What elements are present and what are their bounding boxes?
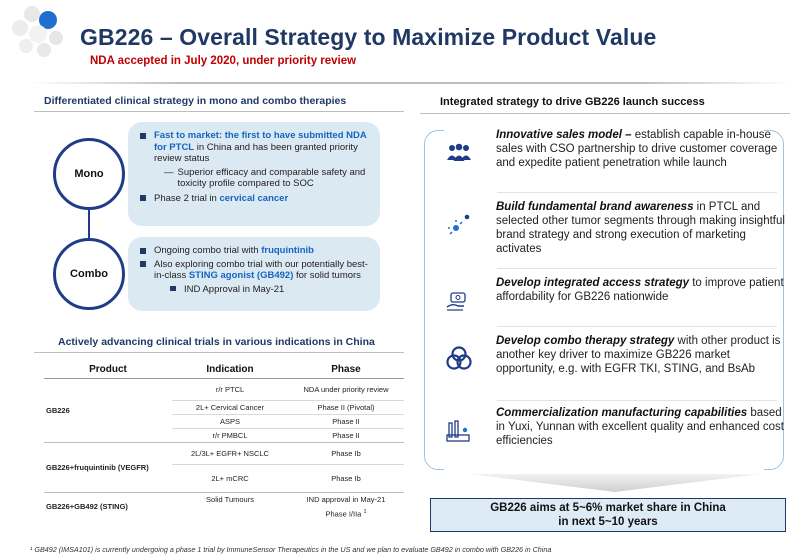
mono-highlight-ptcl: Fast to market: the first to have submit… [154,130,367,153]
company-logo [12,6,63,57]
mono-bullet-2: Phase 2 trial in cervical cancer [140,193,368,205]
combo-panel: Ongoing combo trial with fruquintinib Al… [128,237,380,311]
section-divider [34,111,404,112]
clinical-strategy-heading: Differentiated clinical strategy in mono… [44,95,347,107]
trials-heading: Actively advancing clinical trials in va… [58,336,375,348]
brand-awareness-icon [440,210,478,240]
section-divider [420,113,790,114]
strategy-item-manufacturing: Commercialization manufacturing capabili… [440,406,790,448]
clinical-trials-table: Product Indication Phase GB226 r/r PTCL … [44,362,404,521]
table-row: GB226+fruquintinib (VEGFR) 2L/3L+ EGFR+ … [44,442,404,493]
header-indication: Indication [172,362,288,379]
connector-line [88,210,90,240]
combo-therapy-icon [440,344,478,374]
combo-label: Combo [70,268,108,280]
combo-bullet-2: Also exploring combo trial with our pote… [140,259,368,282]
header-phase: Phase [288,362,404,379]
mono-panel: Fast to market: the first to have submit… [128,122,380,226]
bullet-square-icon [140,261,146,267]
table-row: GB226 r/r PTCL NDA under priority review [44,378,404,443]
down-chevron-icon [470,474,760,492]
mono-dash-item: — Superior efficacy and comparable safet… [164,166,366,190]
table-row: Phase I/IIa 1 [325,509,367,519]
combo-circle: Combo [53,238,125,310]
goal-line-1: GB226 aims at 5~6% market share in China [490,502,726,514]
launch-strategy-heading: Integrated strategy to drive GB226 launc… [440,96,705,108]
goal-line-2: in next 5~10 years [558,516,658,528]
header-product: Product [44,362,172,379]
mono-label: Mono [74,168,104,180]
sales-team-icon [440,138,478,168]
access-icon [440,286,478,316]
bullet-square-icon [140,132,146,139]
table-row: 2L+ mCRC Phase Ib [44,464,404,493]
bullet-square-icon [140,247,146,254]
table-row: GB226+GB492 (STING) Solid Tumours IND ap… [44,493,404,511]
section-divider [34,352,404,353]
strategy-item-access: Develop integrated access strategy to im… [440,276,790,316]
strategy-item-combo: Develop combo therapy strategy with othe… [440,334,790,376]
page-subtitle: NDA accepted in July 2020, under priorit… [90,55,357,67]
combo-bullet-1: Ongoing combo trial with fruquintinib [140,245,368,257]
product-cell: GB226 [44,378,172,443]
bullet-square-icon [140,195,146,201]
mono-circle: Mono [53,138,125,210]
table-row: ASPS Phase II [44,414,404,429]
strategy-item-brand: Build fundamental brand awareness in PTC… [440,200,790,256]
table-header-row: Product Indication Phase [44,362,404,379]
header-divider [30,82,790,84]
bullet-square-icon [170,286,176,291]
market-share-goal-box: GB226 aims at 5~6% market share in China… [430,498,786,532]
table-row: 2L+ Cervical Cancer Phase II (Pivotal) [44,400,404,415]
mono-bullet-1: Fast to market: the first to have submit… [140,130,368,165]
footnote: ¹ GB492 (IMSA101) is currently undergoin… [30,545,552,554]
manufacturing-icon [440,416,478,446]
product-cell: GB226+GB492 (STING) [46,502,128,512]
footnote-marker: 1 [363,509,367,515]
product-cell: GB226+fruquintinib (VEGFR) [44,442,172,493]
combo-sub-bullet: IND Approval in May-21 [170,284,368,296]
page-title: GB226 – Overall Strategy to Maximize Pro… [80,24,657,50]
table-row: r/r PMBCL Phase II [44,428,404,443]
strategy-item-sales: Innovative sales model – establish capab… [440,128,790,170]
